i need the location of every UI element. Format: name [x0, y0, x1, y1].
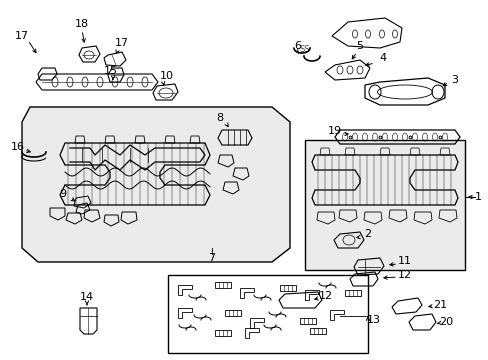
Text: 1: 1: [473, 192, 481, 202]
Text: 17: 17: [15, 31, 29, 41]
Text: 2: 2: [364, 229, 371, 239]
Text: 13: 13: [366, 315, 380, 325]
Bar: [168, 275, 367, 353]
Text: 21: 21: [432, 300, 446, 310]
Text: 14: 14: [80, 292, 94, 302]
Text: 11: 11: [397, 256, 411, 266]
Text: 12: 12: [397, 270, 411, 280]
Text: 9: 9: [60, 189, 66, 199]
Polygon shape: [22, 107, 289, 262]
Text: 5: 5: [356, 41, 363, 51]
Text: 7: 7: [208, 253, 215, 263]
Text: 8: 8: [216, 113, 223, 123]
Text: 12: 12: [318, 291, 332, 301]
Text: 3: 3: [450, 75, 458, 85]
Text: 16: 16: [11, 142, 25, 152]
Text: 4: 4: [379, 53, 386, 63]
Text: 15: 15: [104, 66, 118, 76]
Text: 20: 20: [438, 317, 452, 327]
Text: 10: 10: [160, 71, 174, 81]
Bar: [305, 140, 464, 270]
Text: 17: 17: [115, 38, 129, 48]
Text: SS: SS: [299, 45, 310, 54]
Text: 19: 19: [327, 126, 342, 136]
Text: 18: 18: [75, 19, 89, 29]
Text: 6: 6: [294, 41, 301, 51]
